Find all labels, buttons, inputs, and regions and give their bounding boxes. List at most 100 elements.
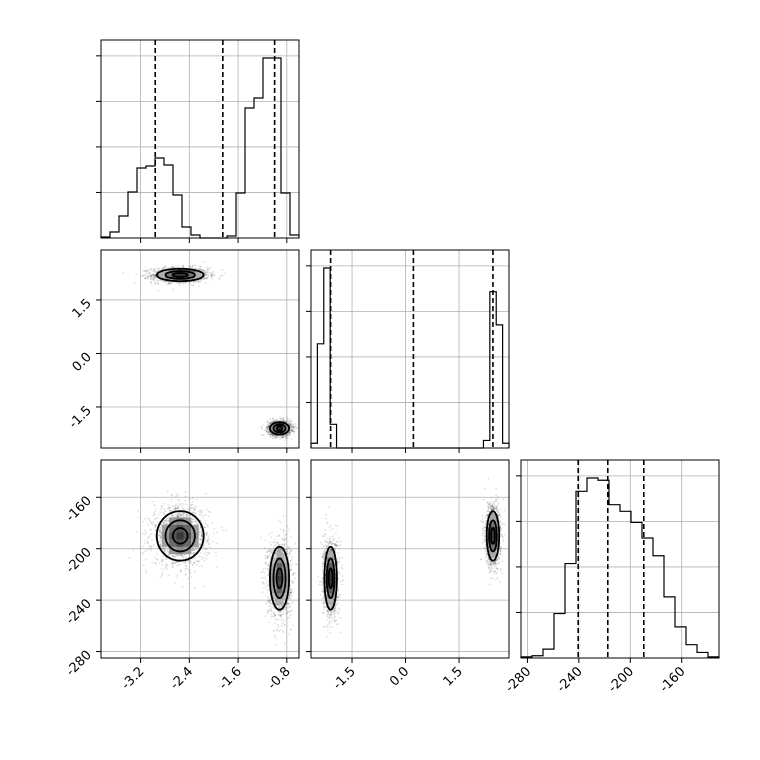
sample-point xyxy=(160,535,162,537)
sample-point xyxy=(274,554,277,557)
sample-point xyxy=(289,610,292,613)
sample-point xyxy=(164,566,167,569)
sample-point xyxy=(195,548,198,550)
sample-point xyxy=(187,556,190,559)
panel-background xyxy=(311,250,509,448)
sample-point xyxy=(148,548,151,550)
sample-point xyxy=(193,587,196,589)
sample-point xyxy=(157,530,160,532)
sample-point xyxy=(202,517,204,520)
sample-point xyxy=(209,511,211,514)
sample-point xyxy=(158,268,161,271)
sample-point xyxy=(188,509,191,512)
sample-point xyxy=(188,282,191,285)
sample-point xyxy=(282,418,285,421)
sample-point xyxy=(212,270,215,273)
sample-point xyxy=(286,416,289,419)
sample-point xyxy=(267,574,270,577)
sample-point xyxy=(291,430,294,432)
sample-point xyxy=(264,585,267,588)
sample-point xyxy=(292,426,295,429)
sample-point xyxy=(180,554,183,557)
sample-point xyxy=(171,265,173,268)
sample-point xyxy=(281,436,284,438)
sample-point xyxy=(204,269,207,272)
scatter-panel-p1_vs_p0: -1.50.01.5 xyxy=(66,249,300,453)
sample-point xyxy=(289,424,292,426)
sample-point xyxy=(164,280,167,283)
sample-point xyxy=(181,555,184,558)
sample-point xyxy=(162,522,165,524)
sample-point xyxy=(190,504,192,506)
sample-point xyxy=(150,545,153,548)
sample-point xyxy=(174,513,177,516)
sample-point xyxy=(267,425,270,428)
sample-point xyxy=(198,265,201,268)
sample-point xyxy=(148,518,151,521)
sample-point xyxy=(191,518,194,521)
sample-point xyxy=(167,282,170,285)
contour-level-1 xyxy=(272,423,287,434)
sample-point xyxy=(289,429,292,432)
sample-point xyxy=(212,274,215,277)
sample-point xyxy=(177,506,180,508)
sample-point xyxy=(153,276,156,279)
sample-point xyxy=(220,274,223,277)
sample-point xyxy=(273,607,276,610)
sample-point xyxy=(191,497,194,499)
sample-point xyxy=(157,282,160,285)
density-cell xyxy=(276,425,283,432)
sample-point xyxy=(160,564,163,566)
sample-point xyxy=(192,551,195,554)
sample-point xyxy=(163,568,166,571)
sample-point xyxy=(270,609,273,612)
sample-point xyxy=(185,515,188,518)
sample-point xyxy=(200,555,203,558)
sample-point xyxy=(291,573,294,576)
sample-point xyxy=(287,432,290,435)
sample-point xyxy=(164,549,166,552)
sample-point xyxy=(195,559,198,562)
sample-point xyxy=(154,561,156,564)
sample-point xyxy=(147,269,149,271)
sample-point xyxy=(285,434,288,437)
sample-point xyxy=(288,420,290,423)
sample-point xyxy=(178,281,181,284)
sample-point xyxy=(191,515,194,518)
sample-point xyxy=(166,283,168,286)
sample-point xyxy=(168,507,171,509)
sample-point xyxy=(184,561,187,563)
y-tick-label: 0.0 xyxy=(70,350,95,375)
sample-point xyxy=(175,516,178,518)
sample-point xyxy=(267,610,270,612)
sample-point xyxy=(159,537,162,540)
sample-point xyxy=(283,539,286,542)
sample-point xyxy=(283,435,286,438)
sample-point xyxy=(157,289,160,292)
sample-point xyxy=(267,432,269,435)
sample-point xyxy=(268,533,270,536)
sample-point xyxy=(278,548,281,551)
sample-point xyxy=(154,275,157,278)
sample-point xyxy=(203,277,206,280)
sample-point xyxy=(269,421,272,424)
sample-point xyxy=(178,498,181,501)
sample-point xyxy=(157,513,160,516)
sample-point xyxy=(286,606,288,609)
sample-point xyxy=(176,576,178,579)
sample-point xyxy=(189,559,191,562)
sample-point xyxy=(172,555,175,558)
sample-point xyxy=(199,538,202,541)
sample-point xyxy=(159,527,162,530)
sample-point xyxy=(266,610,269,613)
sample-point xyxy=(204,271,207,274)
sample-point xyxy=(149,529,152,531)
sample-point xyxy=(158,540,161,543)
sample-point xyxy=(192,511,195,514)
sample-point xyxy=(173,506,176,509)
sample-point xyxy=(288,528,291,531)
sample-point xyxy=(171,494,174,497)
sample-point xyxy=(282,434,285,437)
sample-point xyxy=(150,277,153,280)
